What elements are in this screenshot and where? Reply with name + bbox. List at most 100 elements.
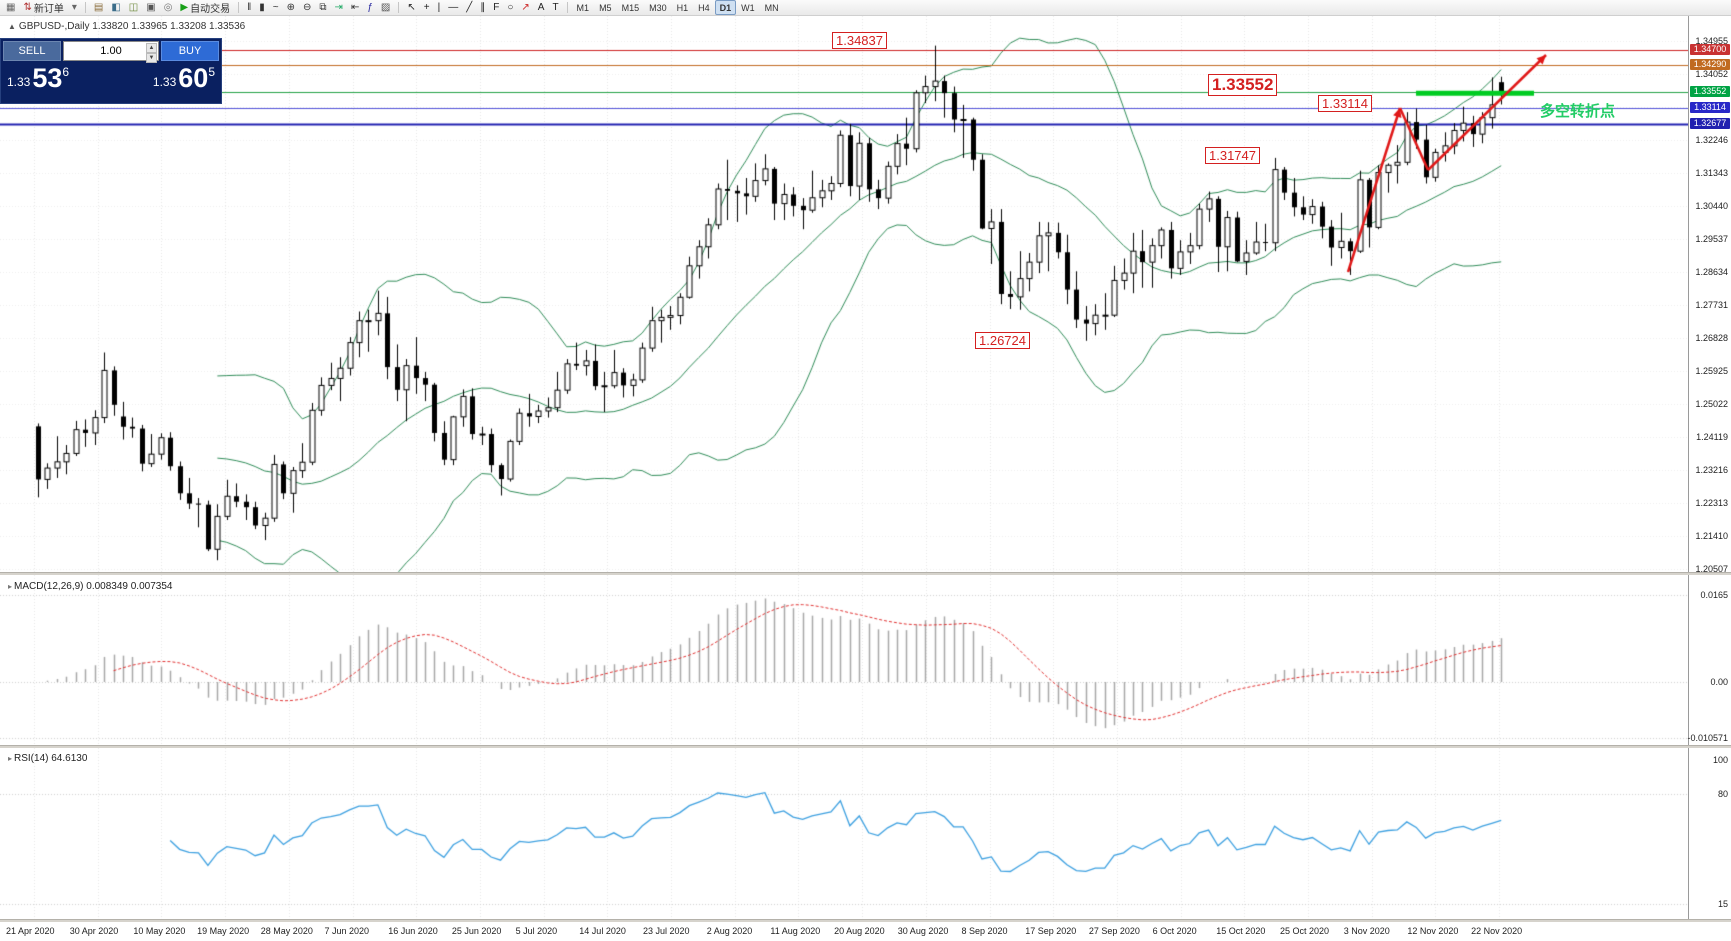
timeframe-m30-button[interactable]: M30 — [649, 2, 667, 13]
volume-input[interactable]: 1.00 ▲ ▼ — [63, 41, 159, 63]
text-button[interactable]: A — [534, 0, 549, 16]
strategy-tester-icon: ◎ — [163, 1, 173, 13]
timeframe-mn-button[interactable]: MN — [764, 2, 779, 13]
price-line-tag: 1.33552 — [1690, 85, 1730, 97]
fibonacci-icon: F — [493, 1, 500, 13]
price-tick: 1.32246 — [1695, 134, 1728, 145]
new-order-button[interactable]: ⇅ 新订单 — [19, 0, 67, 16]
tile-windows-button[interactable]: ⧉ — [315, 0, 330, 16]
price-tick: 1.34052 — [1695, 68, 1728, 79]
text-icon: A — [537, 1, 545, 13]
data-window-icon: ◧ — [111, 1, 121, 13]
new-chart-button[interactable]: ▦ — [2, 0, 19, 16]
auto-scroll-button[interactable]: ⇥ — [331, 0, 347, 16]
navigator-button[interactable]: ◫ — [125, 0, 142, 16]
date-tick-label: 5 Jul 2020 — [515, 926, 558, 936]
main-macd-splitter[interactable] — [0, 572, 1731, 575]
date-tick-label: 27 Sep 2020 — [1088, 926, 1140, 936]
chart-shift-button[interactable]: ⇤ — [347, 0, 363, 16]
macd-rsi-splitter[interactable] — [0, 745, 1731, 748]
rsi-scale-tick: 100 — [1712, 755, 1728, 765]
toolbar-separator — [238, 2, 240, 13]
terminal-button[interactable]: ▣ — [142, 0, 159, 16]
text-label-icon: T — [552, 1, 559, 13]
fibonacci-button[interactable]: F — [489, 0, 503, 16]
trendline-button[interactable]: ╱ — [462, 0, 476, 16]
arrow-object-icon: ↗ — [521, 1, 530, 13]
terminal-icon: ▣ — [146, 1, 156, 13]
timeframe-d1-button[interactable]: D1 — [714, 0, 737, 15]
vertical-line-button[interactable]: | — [434, 0, 445, 16]
date-tick-label: 8 Sep 2020 — [961, 926, 1008, 936]
templates-button[interactable]: ▨ — [377, 0, 394, 16]
rsi-axis-splitter[interactable] — [0, 919, 1731, 922]
chart-title: ▲ GBPUSD-,Daily 1.33820 1.33965 1.33208 1… — [8, 21, 245, 32]
chart-window-icon: ▲ — [8, 22, 16, 31]
strategy-tester-button[interactable]: ◎ — [160, 0, 177, 16]
new-chart-icon: ▦ — [6, 1, 16, 13]
macd-scale-tick: 0.00 — [1710, 677, 1728, 687]
date-tick-label: 11 Aug 2020 — [770, 926, 821, 936]
buy-button[interactable]: BUY — [161, 41, 219, 61]
crosshair-button[interactable]: + — [420, 0, 434, 16]
volume-down-button[interactable]: ▼ — [146, 53, 157, 63]
text-label-button[interactable]: T — [548, 0, 562, 16]
candles-chart-icon: ▮ — [259, 1, 265, 13]
price-chart-canvas[interactable] — [0, 0, 1688, 941]
data-window-button[interactable]: ◧ — [107, 0, 124, 16]
price-line-tag: 1.32677 — [1690, 117, 1730, 129]
sell-button[interactable]: SELL — [3, 41, 61, 61]
chart-list-button[interactable]: ▾ — [68, 0, 81, 16]
zoom-in-button[interactable]: ⊕ — [283, 0, 299, 16]
rsi-collapse-icon[interactable]: ▸ — [8, 754, 13, 763]
horizontal-line-button[interactable]: — — [444, 0, 462, 16]
zoom-out-button[interactable]: ⊖ — [299, 0, 315, 16]
toolbar-separator — [566, 2, 568, 13]
autotrading-button[interactable]: ▶ 自动交易 — [176, 0, 234, 16]
date-tick-label: 22 Nov 2020 — [1471, 926, 1523, 936]
arrow-object-button[interactable]: ↗ — [517, 0, 533, 16]
price-tick: 1.31343 — [1695, 167, 1728, 178]
time-scale[interactable]: 21 Apr 2020 30 Apr 2020 10 May 2020 19 May … — [0, 922, 1688, 941]
price-annotation-label[interactable]: 1.33552 — [1208, 74, 1278, 96]
price-tick: 1.29537 — [1695, 233, 1728, 244]
timeframe-m5-button[interactable]: M5 — [599, 2, 612, 13]
candles-chart-button[interactable]: ▮ — [255, 0, 269, 16]
price-tick: 1.30440 — [1695, 200, 1728, 211]
price-tick: 1.24119 — [1696, 432, 1728, 442]
timeframe-m1-button[interactable]: M1 — [576, 2, 590, 13]
line-chart-button[interactable]: ~ — [269, 0, 283, 16]
cursor-button[interactable]: ↖ — [403, 0, 419, 16]
price-scale[interactable]: 1.349551.340521.331491.322461.313431.304… — [1687, 16, 1731, 922]
timeframe-m15-button[interactable]: M15 — [621, 2, 640, 13]
price-line-tag: 1.34700 — [1690, 44, 1730, 55]
indicators-button[interactable]: ƒ — [363, 0, 377, 16]
horizontal-line-icon: — — [448, 1, 459, 13]
timeframe-h4-button[interactable]: H4 — [698, 2, 710, 13]
sell-price: 1.33 53 6 — [7, 63, 70, 93]
bars-chart-button[interactable]: ‖ — [243, 0, 255, 16]
ellipse-button[interactable]: ○ — [503, 0, 517, 16]
price-tick: 1.25022 — [1695, 398, 1728, 409]
rsi-indicator-label: ▸ RSI(14) 64.6130 — [8, 753, 88, 764]
price-annotation-label[interactable]: 1.34837 — [832, 32, 887, 49]
top-toolbar: ▦ ⇅ 新订单 ▾ ▤ ◧ ◫ ▣ ◎ ▶ 自动交易 ‖ ▮ ~ ⊕ ⊖ ⧉ ⇥ ⇤ ƒ ▨ ↖ + | — ╱ ∥ F ○ ↗ A T M1 M… — [0, 0, 1731, 16]
date-tick-label: 2 Aug 2020 — [706, 926, 753, 936]
market-watch-button[interactable]: ▤ — [90, 0, 107, 16]
price-annotation-label[interactable]: 1.26724 — [975, 332, 1030, 349]
timeframe-h1-button[interactable]: H1 — [676, 2, 689, 13]
price-annotation-label[interactable]: 1.33114 — [1318, 95, 1373, 112]
timeframe-w1-button[interactable]: W1 — [741, 2, 755, 13]
indicators-icon: ƒ — [367, 1, 373, 13]
price-annotation-label[interactable]: 1.31747 — [1205, 147, 1260, 164]
date-tick-label: 25 Oct 2020 — [1280, 926, 1330, 936]
turning-point-label[interactable]: 多空转折点 — [1540, 103, 1616, 120]
volume-value: 1.00 — [100, 45, 122, 57]
bars-chart-icon: ‖ — [247, 1, 252, 13]
macd-scale-tick: -0.010571 — [1687, 732, 1728, 743]
macd-collapse-icon[interactable]: ▸ — [8, 582, 13, 591]
volume-up-button[interactable]: ▲ — [146, 43, 157, 53]
toolbar-separator — [398, 2, 400, 13]
one-click-trading-panel: SELL 1.00 ▲ ▼ BUY 1.33 53 6 1.33 60 5 — [0, 38, 222, 104]
channel-button[interactable]: ∥ — [476, 0, 489, 16]
